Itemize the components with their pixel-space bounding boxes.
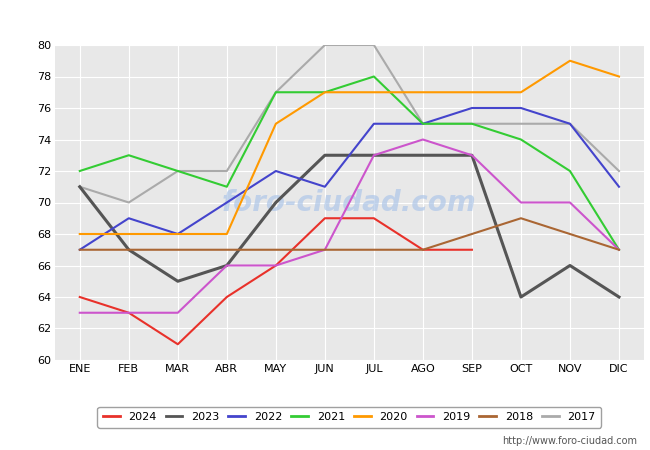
Text: Afiliados en Lucillo a 30/9/2024: Afiliados en Lucillo a 30/9/2024: [195, 11, 455, 29]
Text: foro-ciudad.com: foro-ciudad.com: [222, 189, 476, 216]
Legend: 2024, 2023, 2022, 2021, 2020, 2019, 2018, 2017: 2024, 2023, 2022, 2021, 2020, 2019, 2018…: [98, 406, 601, 428]
Text: http://www.foro-ciudad.com: http://www.foro-ciudad.com: [502, 436, 637, 446]
